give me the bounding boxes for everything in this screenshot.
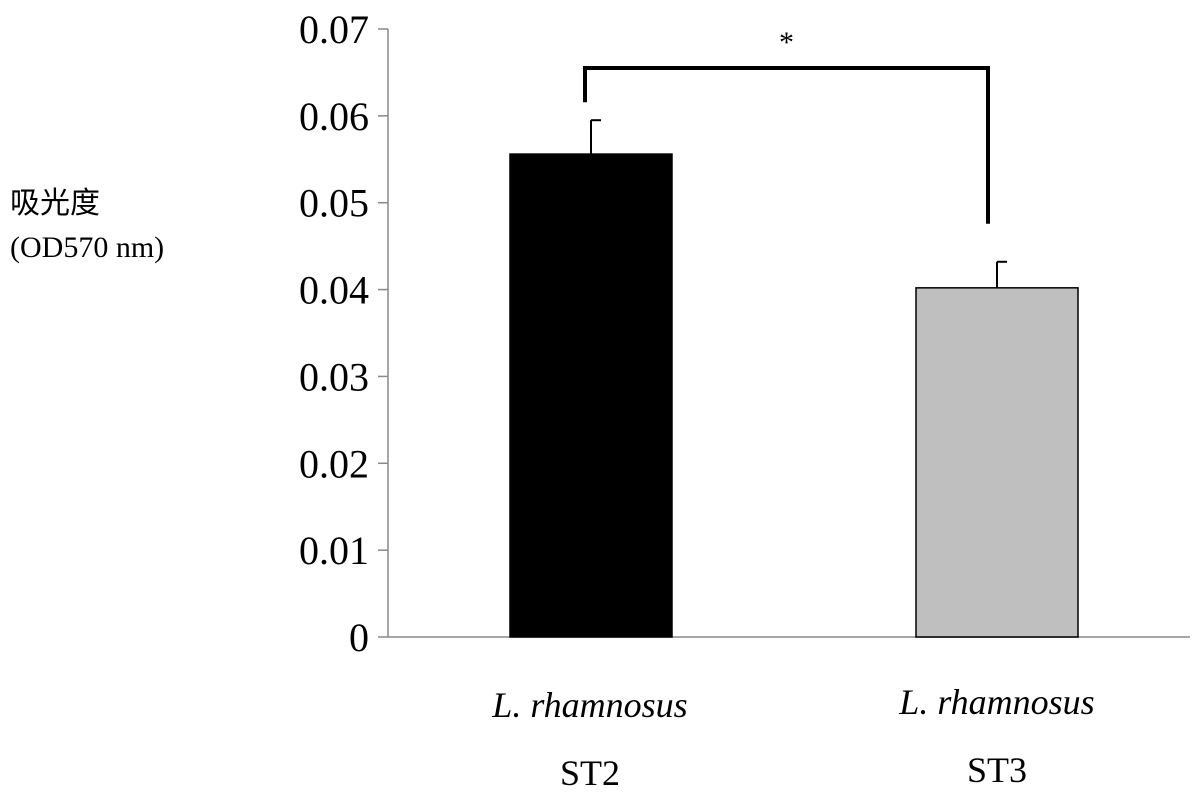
x-category-species: L. rhamnosus [492,685,688,725]
y-axis-label-line-2: (OD570 nm) [10,231,165,264]
bar-st2 [509,153,673,638]
y-tick-label: 0.07 [299,7,369,52]
y-tick-label: 0.06 [299,94,369,139]
bar-chart: 0 0.01 0.02 0.03 0.04 0.05 0.06 0.07 * [299,7,1190,660]
y-tick-label: 0.03 [299,354,369,399]
y-tick-label: 0 [349,615,369,660]
x-category-label-st2: L. rhamnosus ST2 [430,671,750,807]
y-axis-label: 吸光度 (OD570 nm) [10,182,164,270]
y-tick-label: 0.05 [299,181,369,226]
y-axis-label-line-1: 吸光度 [10,187,100,220]
y-tick-label: 0.04 [299,268,369,313]
y-tick-label: 0.02 [299,441,369,486]
x-category-strain: ST2 [559,753,620,793]
significance-bracket [583,66,990,224]
bar-st3 [915,287,1079,638]
x-category-strain: ST3 [966,750,1027,790]
x-category-species: L. rhamnosus [899,682,1095,722]
x-category-label-st3: L. rhamnosus ST3 [837,668,1157,804]
significance-label: * [779,26,794,59]
y-tick-label: 0.01 [299,528,369,573]
